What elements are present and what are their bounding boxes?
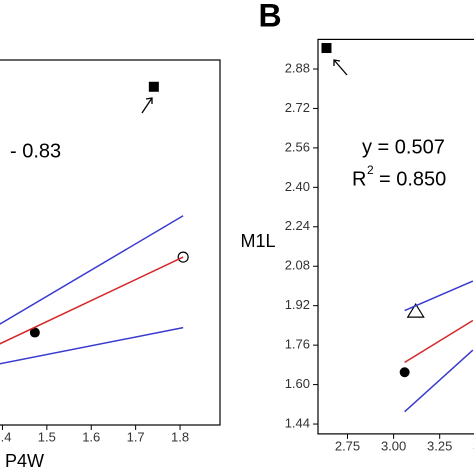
equation: y = 0.507 (362, 136, 445, 158)
fit-line (404, 319, 474, 364)
y-tick-label: 2.24 (285, 218, 310, 233)
fit-line (404, 280, 474, 312)
point-square (321, 43, 332, 54)
x-tick-label: 3.25 (427, 438, 452, 453)
arrow-right (333, 59, 348, 76)
point-triangle (406, 302, 425, 318)
x-tick-label: 1.5 (38, 429, 56, 444)
fit-line (404, 349, 474, 413)
point-circle (399, 367, 410, 378)
y-tick-label: 2.40 (285, 179, 310, 194)
point-circle (29, 327, 40, 338)
y-tick-label: 1.44 (285, 415, 310, 430)
y-tick-label: 2.56 (285, 139, 310, 154)
x-tick-label: 3.00 (381, 438, 406, 453)
y-tick-label: 1.60 (285, 376, 310, 391)
point-square (148, 81, 159, 92)
fit-line (0, 326, 184, 365)
panel-label: B (258, 0, 281, 33)
r-squared-text: = 0.850 (379, 168, 446, 190)
plot-frame (0, 59, 221, 426)
x-axis-label: P4W (5, 451, 44, 471)
r-squared-sup: 2 (367, 163, 374, 177)
x-tick-label: 1.7 (127, 429, 145, 444)
fit-line (0, 215, 184, 325)
y-tick-label: 1.76 (285, 337, 310, 352)
y-tick-label: 2.72 (285, 100, 310, 115)
fit-line (0, 256, 184, 345)
equation: - 0.83 (10, 140, 61, 162)
y-tick-label: 2.88 (285, 60, 310, 75)
x-tick-label: 1.4 (0, 429, 11, 444)
y-axis-label: M1L (240, 231, 275, 251)
x-tick-label: 1.8 (171, 429, 189, 444)
y-tick-label: 1.92 (285, 297, 310, 312)
x-tick-label: 2.75 (335, 438, 360, 453)
r-squared-base: R (352, 168, 366, 190)
x-tick-label: 1.6 (82, 429, 100, 444)
plot-frame (317, 38, 474, 435)
arrow-left (141, 97, 153, 114)
y-tick-label: 2.08 (285, 258, 310, 273)
